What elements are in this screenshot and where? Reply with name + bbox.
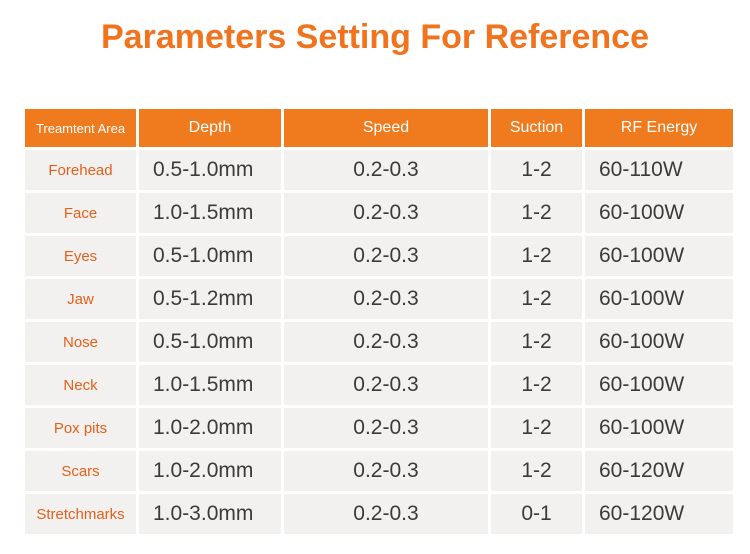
cell-rf-energy: 60-110W <box>585 150 733 190</box>
table-row: Jaw 0.5-1.2mm 0.2-0.3 1-2 60-100W <box>25 279 733 319</box>
cell-area: Scars <box>25 451 136 491</box>
cell-depth: 1.0-1.5mm <box>139 365 281 405</box>
page-title: Parameters Setting For Reference <box>101 18 649 56</box>
cell-rf-energy: 60-100W <box>585 236 733 276</box>
parameters-table: Treamtent Area Depth Speed Suction RF En… <box>22 106 736 537</box>
table-row: Nose 0.5-1.0mm 0.2-0.3 1-2 60-100W <box>25 322 733 362</box>
cell-suction: 0-1 <box>491 494 582 534</box>
cell-speed: 0.2-0.3 <box>284 494 488 534</box>
cell-area: Forehead <box>25 150 136 190</box>
cell-speed: 0.2-0.3 <box>284 150 488 190</box>
table-row: Neck 1.0-1.5mm 0.2-0.3 1-2 60-100W <box>25 365 733 405</box>
cell-suction: 1-2 <box>491 279 582 319</box>
cell-speed: 0.2-0.3 <box>284 322 488 362</box>
cell-suction: 1-2 <box>491 451 582 491</box>
table-header-row: Treamtent Area Depth Speed Suction RF En… <box>25 109 733 147</box>
header-depth: Depth <box>139 109 281 147</box>
cell-rf-energy: 60-100W <box>585 193 733 233</box>
cell-rf-energy: 60-100W <box>585 408 733 448</box>
cell-area: Face <box>25 193 136 233</box>
cell-depth: 1.0-2.0mm <box>139 451 281 491</box>
cell-rf-energy: 60-100W <box>585 365 733 405</box>
cell-rf-energy: 60-100W <box>585 279 733 319</box>
cell-depth: 1.0-3.0mm <box>139 494 281 534</box>
cell-suction: 1-2 <box>491 150 582 190</box>
cell-area: Neck <box>25 365 136 405</box>
cell-suction: 1-2 <box>491 365 582 405</box>
cell-rf-energy: 60-120W <box>585 494 733 534</box>
table-row: Face 1.0-1.5mm 0.2-0.3 1-2 60-100W <box>25 193 733 233</box>
cell-suction: 1-2 <box>491 408 582 448</box>
cell-area: Stretchmarks <box>25 494 136 534</box>
cell-rf-energy: 60-100W <box>585 322 733 362</box>
table-row: Stretchmarks 1.0-3.0mm 0.2-0.3 0-1 60-12… <box>25 494 733 534</box>
cell-area: Nose <box>25 322 136 362</box>
cell-suction: 1-2 <box>491 322 582 362</box>
cell-depth: 0.5-1.0mm <box>139 150 281 190</box>
header-treatment-area: Treamtent Area <box>25 109 136 147</box>
cell-speed: 0.2-0.3 <box>284 236 488 276</box>
table-row: Eyes 0.5-1.0mm 0.2-0.3 1-2 60-100W <box>25 236 733 276</box>
cell-speed: 0.2-0.3 <box>284 193 488 233</box>
cell-depth: 0.5-1.2mm <box>139 279 281 319</box>
cell-depth: 1.0-1.5mm <box>139 193 281 233</box>
cell-area: Jaw <box>25 279 136 319</box>
table-row: Pox pits 1.0-2.0mm 0.2-0.3 1-2 60-100W <box>25 408 733 448</box>
cell-speed: 0.2-0.3 <box>284 408 488 448</box>
cell-speed: 0.2-0.3 <box>284 279 488 319</box>
cell-area: Eyes <box>25 236 136 276</box>
header-speed: Speed <box>284 109 488 147</box>
cell-suction: 1-2 <box>491 236 582 276</box>
cell-speed: 0.2-0.3 <box>284 451 488 491</box>
cell-depth: 0.5-1.0mm <box>139 236 281 276</box>
cell-depth: 1.0-2.0mm <box>139 408 281 448</box>
header-suction: Suction <box>491 109 582 147</box>
cell-depth: 0.5-1.0mm <box>139 322 281 362</box>
table-row: Forehead 0.5-1.0mm 0.2-0.3 1-2 60-110W <box>25 150 733 190</box>
header-rf-energy: RF Energy <box>585 109 733 147</box>
cell-suction: 1-2 <box>491 193 582 233</box>
cell-speed: 0.2-0.3 <box>284 365 488 405</box>
cell-area: Pox pits <box>25 408 136 448</box>
cell-rf-energy: 60-120W <box>585 451 733 491</box>
table-row: Scars 1.0-2.0mm 0.2-0.3 1-2 60-120W <box>25 451 733 491</box>
